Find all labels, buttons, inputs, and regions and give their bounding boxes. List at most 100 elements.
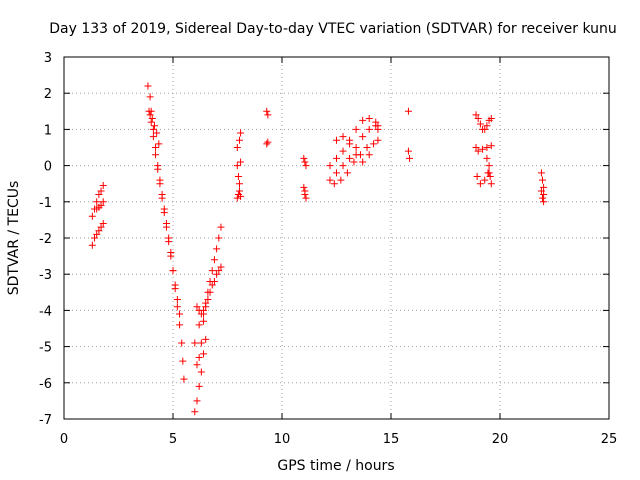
data-point	[540, 198, 548, 206]
data-point	[343, 169, 351, 177]
data-point	[210, 256, 218, 264]
data-point	[481, 125, 489, 133]
y-tick-label: 3	[44, 51, 52, 66]
data-point	[202, 335, 210, 343]
series-track-b-upper	[146, 111, 163, 148]
data-point	[145, 107, 153, 115]
data-point	[148, 115, 156, 123]
data-point	[99, 182, 107, 190]
data-points	[88, 82, 548, 416]
data-point	[193, 303, 201, 311]
y-tick-label: 2	[44, 87, 52, 102]
series-track-e	[263, 107, 272, 148]
data-point	[483, 154, 491, 162]
data-point	[537, 187, 545, 195]
data-point	[149, 133, 157, 141]
data-point	[326, 176, 334, 184]
data-point	[99, 198, 107, 206]
data-point	[93, 230, 101, 238]
data-point	[359, 116, 367, 124]
data-point	[95, 227, 103, 235]
data-point	[350, 158, 358, 166]
data-point	[263, 107, 271, 115]
data-point	[197, 368, 205, 376]
data-point	[346, 154, 354, 162]
series-track-c-mid	[193, 317, 208, 369]
data-point	[263, 140, 271, 148]
data-point	[300, 183, 308, 191]
data-point	[195, 321, 203, 329]
data-point	[150, 122, 158, 130]
y-tick-label: -3	[39, 268, 52, 283]
series-track-f	[300, 154, 310, 202]
data-point	[146, 93, 154, 101]
data-point	[93, 198, 101, 206]
data-point	[481, 176, 489, 184]
data-point	[472, 144, 480, 151]
data-point	[472, 111, 480, 119]
data-point	[179, 357, 187, 365]
y-tick-label: -1	[39, 196, 52, 211]
data-point	[339, 147, 347, 155]
data-point	[235, 180, 243, 188]
data-point	[200, 350, 208, 358]
data-point	[176, 310, 184, 318]
data-point	[476, 120, 484, 128]
data-point	[210, 277, 218, 285]
series-track-a-upper	[88, 182, 107, 220]
data-point	[330, 180, 338, 188]
data-point	[153, 129, 161, 137]
data-point	[206, 288, 214, 296]
data-point	[144, 82, 152, 90]
data-point	[483, 144, 491, 151]
y-tick-label: 0	[44, 160, 52, 175]
data-point	[155, 140, 163, 148]
data-point	[213, 245, 221, 253]
data-point	[158, 194, 166, 202]
x-tick-label: 25	[601, 432, 618, 447]
data-point	[337, 176, 345, 184]
data-point	[487, 115, 495, 123]
data-point	[173, 296, 181, 304]
data-point	[486, 172, 494, 180]
series-track-j	[537, 169, 548, 206]
data-point	[169, 267, 177, 275]
data-point	[152, 144, 160, 151]
x-axis-label: GPS time / hours	[277, 458, 394, 474]
data-point	[208, 281, 216, 289]
data-point	[487, 180, 495, 188]
data-point	[208, 267, 216, 275]
data-point	[200, 317, 208, 325]
data-point	[202, 303, 210, 311]
y-tick-label: -7	[39, 413, 52, 428]
data-point	[363, 144, 371, 151]
data-point	[180, 375, 188, 383]
series-track-g-lower	[330, 136, 382, 188]
data-point	[359, 133, 367, 141]
data-point	[476, 180, 484, 188]
data-point	[333, 136, 340, 144]
data-point	[97, 187, 105, 195]
x-tick-label: 10	[274, 432, 291, 447]
data-point	[346, 140, 354, 148]
data-point	[97, 201, 105, 209]
data-point	[302, 194, 310, 202]
x-tick-label: 5	[169, 432, 177, 447]
data-point	[339, 133, 347, 141]
data-point	[473, 172, 481, 180]
data-point	[195, 382, 203, 390]
data-point	[193, 397, 201, 405]
data-point	[99, 220, 107, 228]
data-point	[404, 107, 412, 115]
data-point	[235, 187, 243, 195]
data-point	[200, 306, 208, 314]
data-point	[195, 353, 203, 361]
tick-marks	[63, 56, 610, 420]
series-track-c-band	[193, 263, 225, 318]
data-point	[374, 125, 382, 133]
data-point	[215, 267, 223, 275]
series-track-h	[404, 107, 414, 162]
series-track-b-side	[145, 107, 184, 318]
data-point	[235, 136, 243, 144]
series-track-a-mid	[93, 198, 107, 213]
